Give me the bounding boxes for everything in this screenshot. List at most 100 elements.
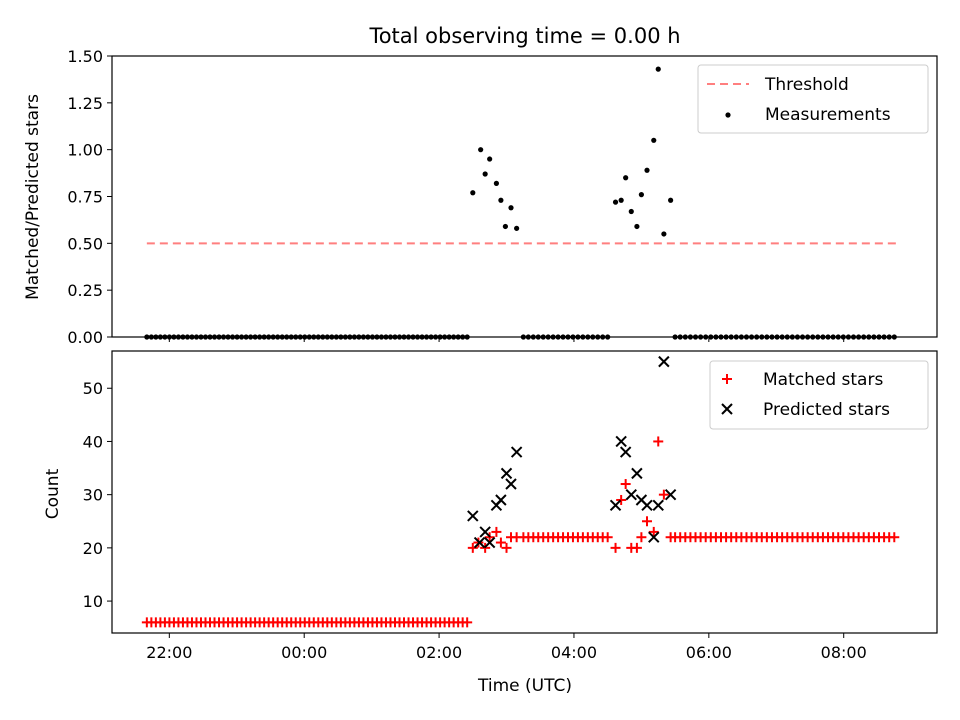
measurement-point xyxy=(644,167,650,173)
matched-star-point xyxy=(491,526,502,537)
chart-title: Total observing time = 0.00 h xyxy=(368,24,680,48)
predicted-star-point xyxy=(648,531,660,543)
ratio-y-tick-label: 0.25 xyxy=(67,281,103,300)
predicted-star-point xyxy=(479,526,491,538)
matched-legend-marker xyxy=(722,374,732,384)
ratio-axes: 0.00 0.25 0.50 0.75 1.00 1.25 1.50 Matched/Pre… xyxy=(23,47,938,347)
matched-star-point xyxy=(889,532,900,543)
predicted-star-point xyxy=(495,494,507,506)
predicted-star-point xyxy=(483,536,496,549)
x-tick-label: 02:00 xyxy=(416,643,462,662)
count-y-ticks: 10 20 30 40 50 xyxy=(83,379,112,611)
measurement-point xyxy=(628,208,634,215)
predicted-legend-marker xyxy=(721,403,733,415)
predicted-star-point xyxy=(609,499,622,512)
matched-star-point xyxy=(616,494,627,505)
ratio-legend-box xyxy=(697,64,929,134)
measurements-legend-marker xyxy=(725,112,731,118)
ratio-x-ticks xyxy=(168,337,845,342)
predicted-legend-cross xyxy=(721,403,733,415)
measurement-point xyxy=(493,180,500,186)
matched-star-point xyxy=(631,542,642,553)
count-x-ticks: 22:00 00:00 02:00 04:00 06:00 08:00 xyxy=(146,633,867,662)
matched-star-point xyxy=(501,542,512,553)
measurement-point xyxy=(470,190,476,196)
measurement-point xyxy=(618,197,624,203)
matched-star-point xyxy=(495,537,506,548)
x-axis-label: Time (UTC) xyxy=(477,676,572,696)
x-tick-label: 22:00 xyxy=(146,643,192,662)
count-legend-box xyxy=(709,360,929,430)
measurement-point xyxy=(482,171,488,177)
ratio-y-tick-label: 0.75 xyxy=(67,188,103,207)
measurement-point xyxy=(514,225,520,231)
measurement-point xyxy=(612,199,619,205)
matched-legend-plus xyxy=(722,374,732,384)
matched-star-point xyxy=(658,489,669,500)
measurement-point xyxy=(487,156,493,162)
threshold-legend-label: Threshold xyxy=(764,75,849,95)
count-y-tick-label: 50 xyxy=(83,379,103,398)
count-y-tick-label: 20 xyxy=(83,539,103,558)
predicted-star-point xyxy=(467,510,479,522)
count-axes-frame xyxy=(111,350,938,634)
count-y-label: Count xyxy=(43,468,63,519)
x-tick-label: 04:00 xyxy=(551,643,597,662)
predicted-star-point xyxy=(473,536,486,549)
matched-star-point xyxy=(462,617,473,628)
matched-star-point xyxy=(665,532,676,543)
ratio-y-tick-label: 1.50 xyxy=(67,47,103,66)
measurement-point xyxy=(498,197,504,203)
measurement-point xyxy=(651,137,657,143)
ratio-y-tick-label: 0.00 xyxy=(67,328,103,347)
predicted-star-point xyxy=(652,499,664,512)
ratio-y-ticks: 0.00 0.25 0.50 0.75 1.00 1.25 1.50 xyxy=(67,47,112,347)
matched-star-point xyxy=(636,532,647,543)
matched-star-point xyxy=(610,542,621,553)
count-plot-area xyxy=(141,355,900,628)
matched-star-point xyxy=(642,516,653,527)
predicted-star-point xyxy=(615,435,627,448)
measurement-point xyxy=(502,223,508,230)
measurement-point xyxy=(623,175,629,181)
predicted-star-point xyxy=(664,488,677,501)
count-y-tick-label: 10 xyxy=(83,592,103,611)
predicted-star-point xyxy=(500,467,513,480)
ratio-y-tick-label: 1.00 xyxy=(67,141,103,160)
measurement-point xyxy=(655,66,661,72)
measurement-point xyxy=(638,192,644,198)
matched-star-point xyxy=(653,436,664,447)
measurement-point xyxy=(668,197,674,203)
count-y-tick-label: 30 xyxy=(83,486,103,505)
matched-star-point xyxy=(620,479,631,490)
predicted-star-point xyxy=(625,488,637,501)
x-tick-label: 08:00 xyxy=(821,643,867,662)
count-axes: 10 20 30 40 50 22:00 00:00 02:00 04:00 06:00 08:0… xyxy=(43,350,938,696)
count-y-tick-label: 40 xyxy=(83,432,103,451)
matched-star-point xyxy=(511,532,522,543)
matched-star-point xyxy=(467,542,478,553)
predicted-star-point xyxy=(619,446,632,458)
matched-star-point xyxy=(648,526,659,537)
measurements-legend-label: Measurements xyxy=(765,105,891,125)
predicted-star-point xyxy=(505,478,517,490)
measurement-point xyxy=(478,147,484,153)
predicted-legend-label: Predicted stars xyxy=(763,400,890,420)
measurement-point xyxy=(508,205,514,211)
ratio-y-tick-label: 0.50 xyxy=(67,234,103,253)
ratio-y-label: Matched/Predicted stars xyxy=(23,94,43,300)
x-tick-label: 06:00 xyxy=(686,643,732,662)
measurement-point xyxy=(634,223,640,230)
x-tick-label: 00:00 xyxy=(281,643,327,662)
matched-legend-label: Matched stars xyxy=(763,370,883,390)
predicted-star-point xyxy=(510,446,523,458)
ratio-legend: Threshold Measurements xyxy=(697,64,929,134)
ratio-y-tick-label: 1.25 xyxy=(67,94,103,113)
matched-star-point xyxy=(602,532,613,543)
measurement-point xyxy=(661,231,667,237)
predicted-star-point xyxy=(641,499,653,512)
count-legend: Matched stars Predicted stars xyxy=(709,360,929,430)
predicted-star-point xyxy=(631,467,643,480)
predicted-star-point xyxy=(658,355,670,368)
